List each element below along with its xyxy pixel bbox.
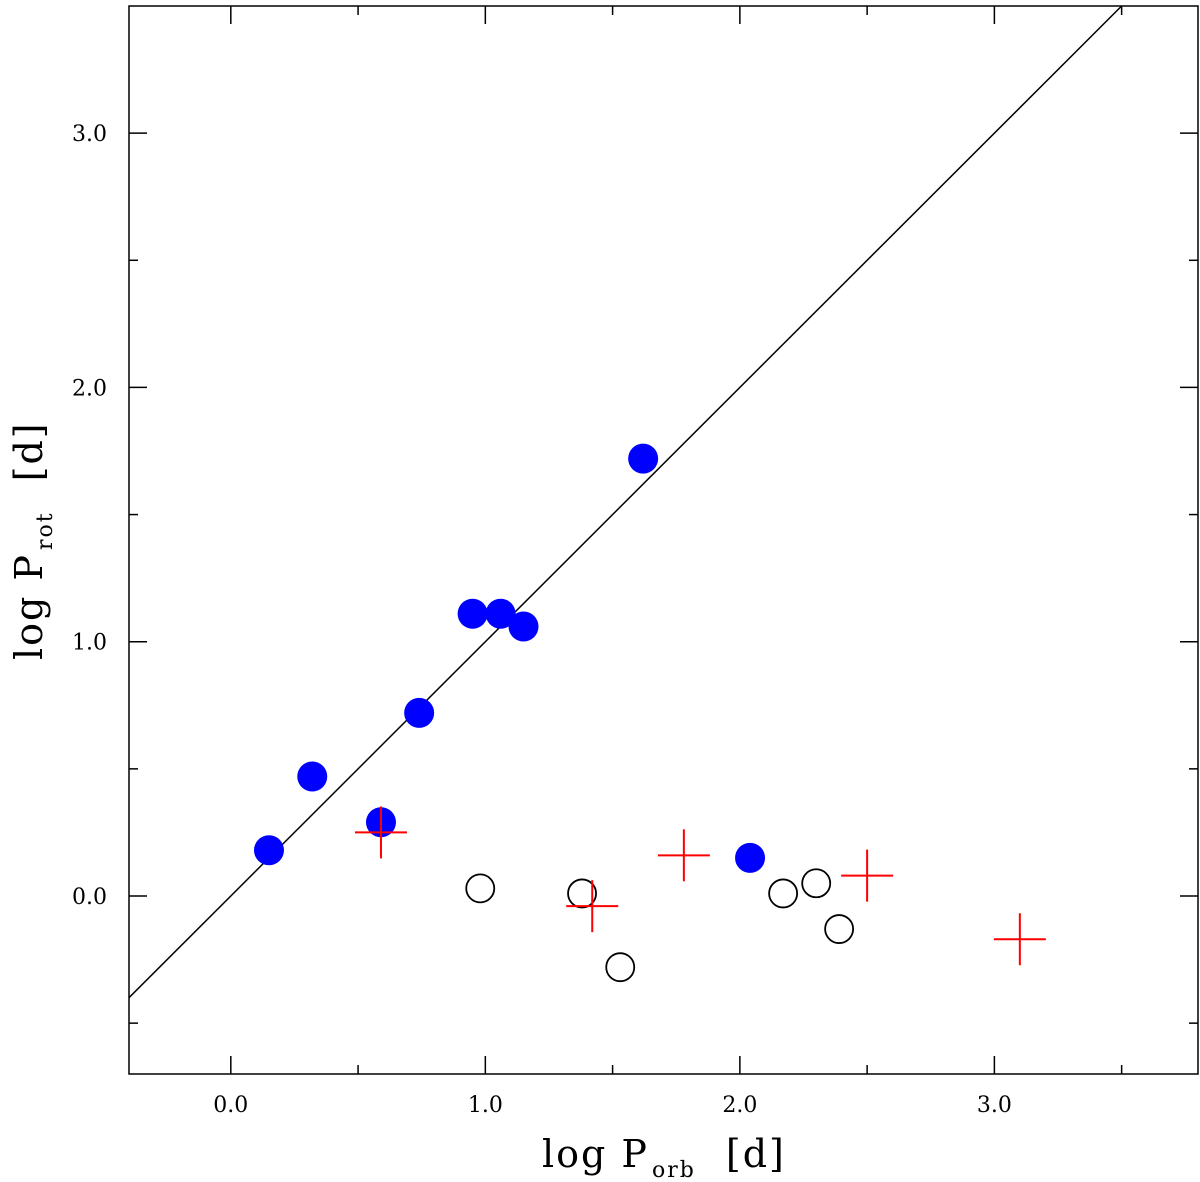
filled-circle-point [457, 598, 488, 629]
x-tick-label: 3.0 [977, 1093, 1012, 1118]
plus-point [993, 913, 1046, 966]
filled-circle-point [628, 443, 659, 474]
tick-labels: 0.0 1.0 2.0 3.0 0.0 1.0 2.0 3.0 [72, 122, 1012, 1118]
open-circle-point [801, 868, 832, 899]
filled-circle-point [735, 842, 766, 873]
x-tick-label: 0.0 [213, 1093, 248, 1118]
open-circle-point [567, 878, 597, 909]
open-circle-point [605, 952, 636, 983]
open-circle-point [824, 914, 855, 944]
filled-circle-point [404, 697, 435, 728]
open-circle-point [768, 878, 799, 909]
plus-point [841, 849, 894, 902]
data-points [253, 443, 1046, 983]
y-tick-label: 0.0 [72, 885, 107, 910]
plus-point [657, 829, 710, 882]
y-tick-label: 1.0 [72, 631, 107, 656]
filled-circle-point [485, 598, 516, 629]
identity-line [128, 5, 1123, 999]
filled-circle-point [253, 835, 284, 866]
y-axis-title: log Prot[d] [7, 421, 58, 660]
x-tick-label: 1.0 [468, 1093, 503, 1118]
filled-circle-point [297, 761, 328, 792]
plot-frame [128, 5, 1199, 1075]
x-tick-label: 2.0 [722, 1093, 757, 1118]
axis-ticks [129, 6, 1198, 1074]
plus-point [354, 806, 407, 859]
plus-point [566, 880, 619, 933]
y-tick-label: 2.0 [72, 376, 107, 401]
filled-circle-point [508, 611, 539, 642]
open-circle-point [465, 873, 496, 904]
y-tick-label: 3.0 [72, 122, 107, 147]
